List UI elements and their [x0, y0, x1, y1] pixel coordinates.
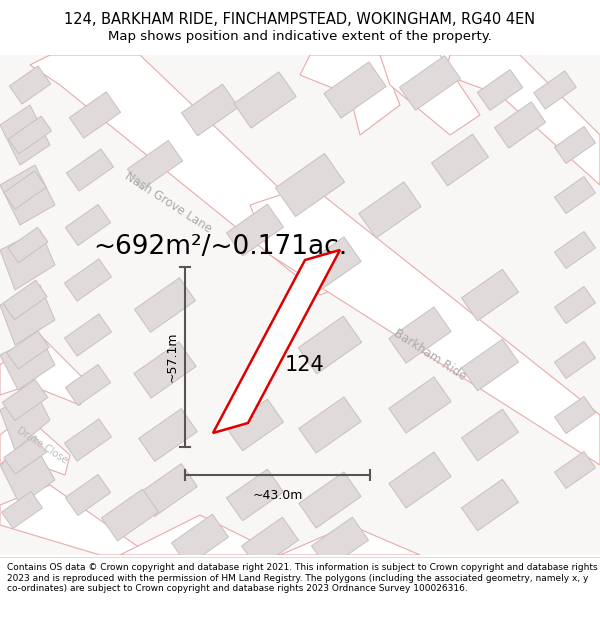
- Polygon shape: [554, 176, 595, 214]
- Polygon shape: [4, 436, 46, 474]
- Text: Nash Grove Lane: Nash Grove Lane: [122, 170, 214, 236]
- Polygon shape: [2, 491, 43, 529]
- Polygon shape: [461, 269, 518, 321]
- Polygon shape: [0, 105, 50, 165]
- Polygon shape: [65, 364, 110, 406]
- Polygon shape: [134, 278, 196, 332]
- Polygon shape: [0, 445, 55, 505]
- Polygon shape: [134, 342, 196, 398]
- Text: ~57.1m: ~57.1m: [166, 332, 179, 382]
- Polygon shape: [226, 399, 284, 451]
- Polygon shape: [0, 165, 55, 225]
- Polygon shape: [213, 250, 340, 433]
- Polygon shape: [120, 515, 280, 555]
- Polygon shape: [101, 489, 158, 541]
- Polygon shape: [127, 141, 182, 189]
- Polygon shape: [275, 154, 344, 216]
- Polygon shape: [226, 204, 284, 256]
- Polygon shape: [0, 390, 50, 450]
- Polygon shape: [3, 281, 47, 319]
- Polygon shape: [298, 316, 362, 374]
- Polygon shape: [299, 237, 361, 293]
- Polygon shape: [0, 230, 55, 290]
- Polygon shape: [64, 314, 112, 356]
- Polygon shape: [4, 171, 46, 209]
- Polygon shape: [139, 464, 197, 516]
- Polygon shape: [299, 472, 361, 528]
- Text: ~43.0m: ~43.0m: [253, 489, 302, 502]
- Polygon shape: [359, 182, 421, 238]
- Polygon shape: [554, 126, 595, 164]
- Polygon shape: [494, 102, 545, 148]
- Polygon shape: [300, 55, 400, 135]
- Polygon shape: [139, 409, 197, 461]
- Polygon shape: [461, 479, 518, 531]
- Polygon shape: [554, 451, 595, 489]
- Text: ~692m²/~0.171ac.: ~692m²/~0.171ac.: [93, 234, 347, 260]
- Polygon shape: [2, 379, 47, 421]
- Polygon shape: [250, 185, 600, 465]
- Polygon shape: [8, 116, 52, 154]
- Polygon shape: [389, 377, 451, 433]
- Polygon shape: [534, 71, 576, 109]
- Polygon shape: [10, 66, 50, 104]
- Polygon shape: [478, 69, 523, 111]
- Text: Barkham Ride: Barkham Ride: [391, 327, 469, 383]
- Polygon shape: [461, 339, 518, 391]
- Polygon shape: [554, 231, 595, 269]
- Polygon shape: [241, 518, 299, 569]
- Polygon shape: [461, 409, 518, 461]
- Polygon shape: [65, 204, 110, 246]
- Polygon shape: [0, 335, 55, 390]
- Polygon shape: [0, 485, 150, 555]
- Polygon shape: [64, 259, 112, 301]
- Polygon shape: [0, 335, 90, 405]
- Polygon shape: [389, 452, 451, 508]
- Polygon shape: [324, 62, 386, 118]
- Polygon shape: [400, 56, 461, 110]
- Text: Map shows position and indicative extent of the property.: Map shows position and indicative extent…: [108, 30, 492, 43]
- Polygon shape: [431, 134, 488, 186]
- Polygon shape: [64, 419, 112, 461]
- Text: Contains OS data © Crown copyright and database right 2021. This information is : Contains OS data © Crown copyright and d…: [7, 563, 598, 593]
- Polygon shape: [8, 228, 48, 262]
- Polygon shape: [389, 307, 451, 363]
- Polygon shape: [280, 525, 420, 555]
- Polygon shape: [172, 514, 229, 566]
- Polygon shape: [70, 92, 121, 138]
- Polygon shape: [65, 474, 110, 516]
- Text: Drake Close: Drake Close: [15, 425, 69, 465]
- Polygon shape: [554, 396, 595, 434]
- Polygon shape: [554, 341, 595, 379]
- Polygon shape: [181, 84, 239, 136]
- Polygon shape: [445, 55, 600, 185]
- Polygon shape: [0, 285, 55, 345]
- Polygon shape: [67, 149, 113, 191]
- Polygon shape: [7, 331, 49, 369]
- Polygon shape: [0, 415, 70, 475]
- Text: 124, BARKHAM RIDE, FINCHAMPSTEAD, WOKINGHAM, RG40 4EN: 124, BARKHAM RIDE, FINCHAMPSTEAD, WOKING…: [64, 12, 536, 27]
- Polygon shape: [226, 469, 284, 521]
- Polygon shape: [30, 55, 370, 295]
- Text: 124: 124: [285, 355, 325, 375]
- Polygon shape: [234, 72, 296, 128]
- Polygon shape: [311, 518, 368, 569]
- Polygon shape: [299, 397, 361, 453]
- Polygon shape: [380, 55, 480, 135]
- Polygon shape: [554, 286, 595, 324]
